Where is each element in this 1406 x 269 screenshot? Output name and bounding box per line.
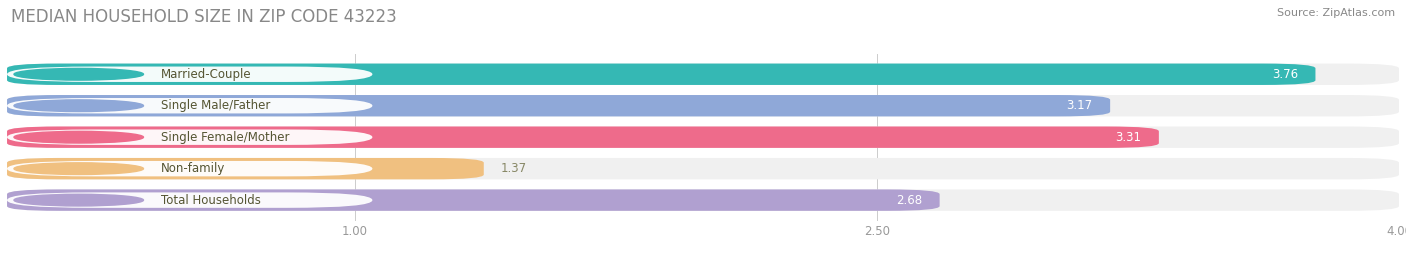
FancyBboxPatch shape [7,189,1399,211]
FancyBboxPatch shape [7,189,939,211]
Text: Single Male/Father: Single Male/Father [160,99,270,112]
FancyBboxPatch shape [7,95,1399,116]
FancyBboxPatch shape [7,161,373,176]
FancyBboxPatch shape [7,158,1399,179]
Text: MEDIAN HOUSEHOLD SIZE IN ZIP CODE 43223: MEDIAN HOUSEHOLD SIZE IN ZIP CODE 43223 [11,8,396,26]
FancyBboxPatch shape [7,158,484,179]
Text: 3.17: 3.17 [1067,99,1092,112]
Circle shape [14,100,143,112]
Text: Non-family: Non-family [160,162,225,175]
Circle shape [14,68,143,80]
FancyBboxPatch shape [7,66,373,82]
Text: 2.68: 2.68 [896,194,922,207]
FancyBboxPatch shape [7,63,1316,85]
FancyBboxPatch shape [7,129,373,145]
Text: Source: ZipAtlas.com: Source: ZipAtlas.com [1277,8,1395,18]
Circle shape [14,194,143,206]
FancyBboxPatch shape [7,98,373,114]
FancyBboxPatch shape [7,192,373,208]
FancyBboxPatch shape [7,63,1399,85]
FancyBboxPatch shape [7,95,1111,116]
FancyBboxPatch shape [7,126,1159,148]
Text: 3.31: 3.31 [1115,131,1142,144]
Text: 1.37: 1.37 [501,162,527,175]
Circle shape [14,163,143,175]
Text: Single Female/Mother: Single Female/Mother [160,131,290,144]
Circle shape [14,131,143,143]
Text: Married-Couple: Married-Couple [160,68,252,81]
FancyBboxPatch shape [7,126,1399,148]
Text: 3.76: 3.76 [1272,68,1298,81]
Text: Total Households: Total Households [160,194,260,207]
